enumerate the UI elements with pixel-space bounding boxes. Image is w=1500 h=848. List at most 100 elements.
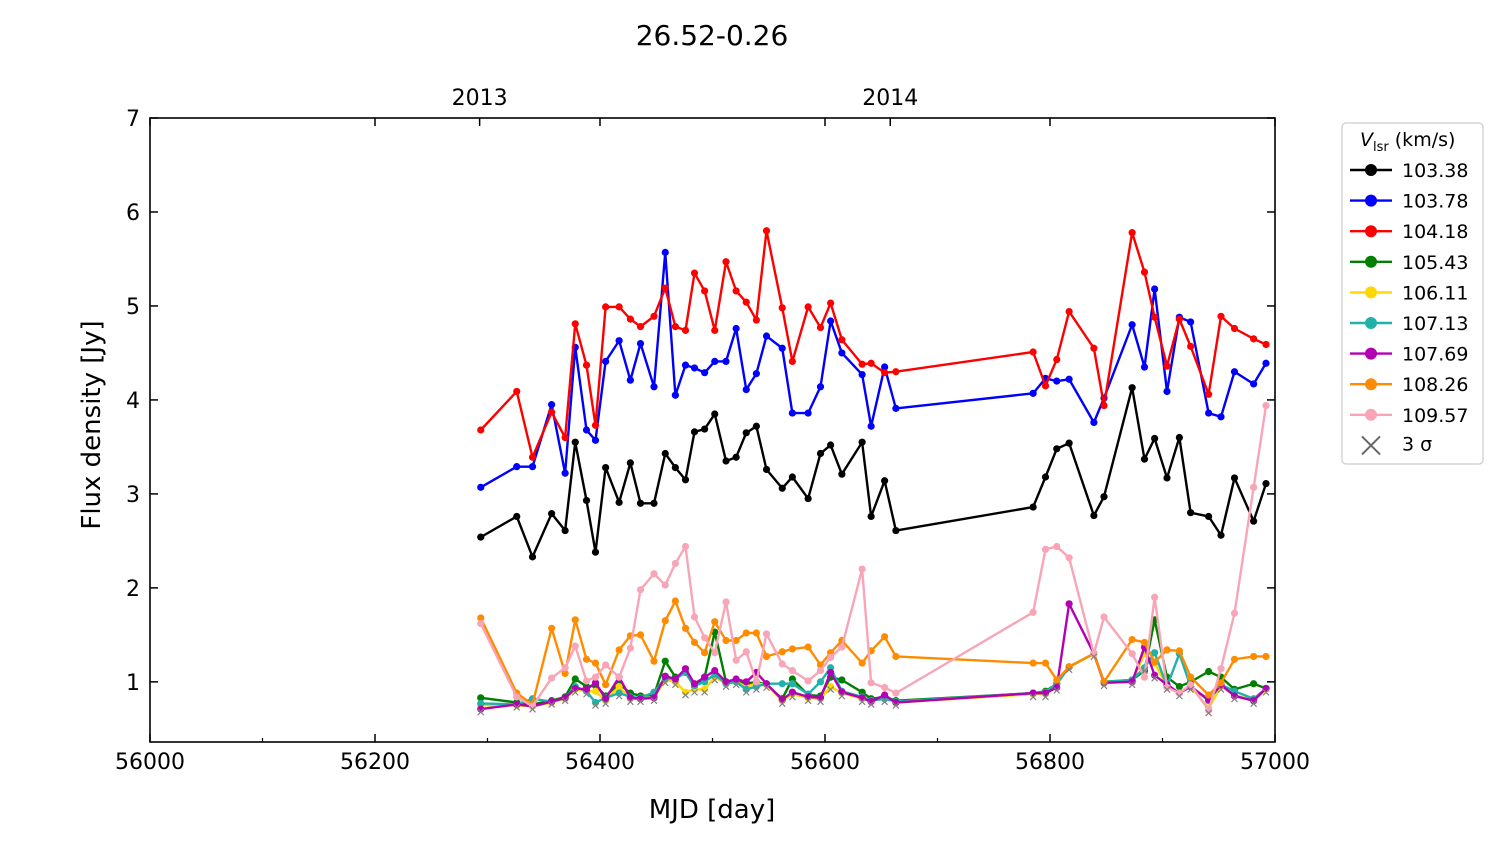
data-point [1100,613,1108,621]
data-point [1205,409,1213,417]
data-point [636,586,645,594]
data-point [1151,658,1159,666]
data-point [561,469,569,477]
legend-item: 103.38 [1350,160,1468,182]
sigma-cross [817,698,824,706]
x-tick-label: 56200 [340,750,410,775]
data-point [513,693,521,701]
data-point [867,422,875,430]
legend-label: 104.18 [1402,221,1468,243]
data-point [690,428,699,436]
data-point [752,422,760,430]
data-point [858,438,866,446]
data-point [1090,511,1098,520]
data-point [788,645,796,653]
data-point [650,499,658,507]
data-point [788,680,796,688]
data-point [732,287,740,295]
sigma-cross [583,690,590,698]
data-point [816,694,825,702]
data-point [591,687,600,695]
series-layer [477,227,1270,717]
data-point [591,421,600,429]
data-point [661,672,669,680]
data-point [867,359,875,367]
data-point [1041,382,1050,390]
data-point [1053,676,1061,684]
data-point [636,339,645,348]
data-point [722,258,730,266]
data-point [722,678,730,686]
data-point [1029,348,1037,356]
data-point [671,463,679,472]
data-point [804,643,812,651]
data-point [804,677,812,685]
data-point [838,676,846,684]
data-point [548,510,556,518]
data-point [671,597,679,605]
data-point [762,465,771,474]
data-point [571,642,579,650]
data-point [1205,691,1213,699]
x-tick-label: 56600 [790,750,860,775]
data-point [1175,315,1183,323]
data-point [1128,635,1136,644]
data-point [661,449,669,458]
sigma-cross [1187,686,1195,693]
series-104-18 [477,227,1270,461]
data-point [858,370,866,379]
data-point [636,631,645,639]
data-point [661,581,669,589]
data-point [477,533,485,541]
sigma-cross [867,701,875,709]
data-point [1163,387,1171,396]
data-point [701,673,709,681]
data-point [711,357,719,365]
legend-title-main: V [1360,129,1375,151]
series-103-38 [477,384,1270,561]
data-point [778,304,786,312]
data-point [1187,681,1195,689]
data-point [701,287,709,295]
sigma-cross [1217,686,1225,693]
data-point [816,449,825,458]
sigma-cross [1065,666,1073,674]
data-point [1217,531,1225,539]
legend-label: 107.69 [1402,344,1468,366]
data-point [626,315,634,323]
data-point [1128,650,1136,658]
y-tick-label: 3 [126,483,140,508]
x-axis-label: MJD [day] [649,795,776,825]
data-point [1175,682,1183,691]
sigma-cross [592,702,599,709]
sigma-cross [637,698,644,706]
data-point [1163,646,1171,654]
legend-marker [1365,225,1377,238]
data-point [1205,390,1213,398]
axes-layer: 56000 56200 56400 56600 56800 57000 1 2 3 4 5 6 7 201… [115,86,1310,775]
legend-label: 108.26 [1402,374,1468,396]
data-point [788,409,796,417]
sigma-cross [548,701,556,709]
data-point [1250,483,1258,491]
sigma-cross [1163,686,1171,693]
legend-item: 106.11 [1350,282,1468,304]
legend-item: 105.43 [1350,252,1468,274]
data-point [661,657,669,665]
data-point [1140,363,1149,371]
data-point [477,694,485,702]
data-point [548,674,556,682]
data-point [1262,684,1270,693]
data-point [681,542,690,551]
sigma-cross [615,692,623,700]
data-point [661,248,669,256]
data-point [1065,439,1073,447]
data-point [571,675,579,683]
data-point [571,616,579,624]
data-point [762,630,771,638]
data-point [1065,307,1073,316]
data-point [671,323,679,331]
data-point [1175,647,1183,655]
data-point [701,369,709,377]
